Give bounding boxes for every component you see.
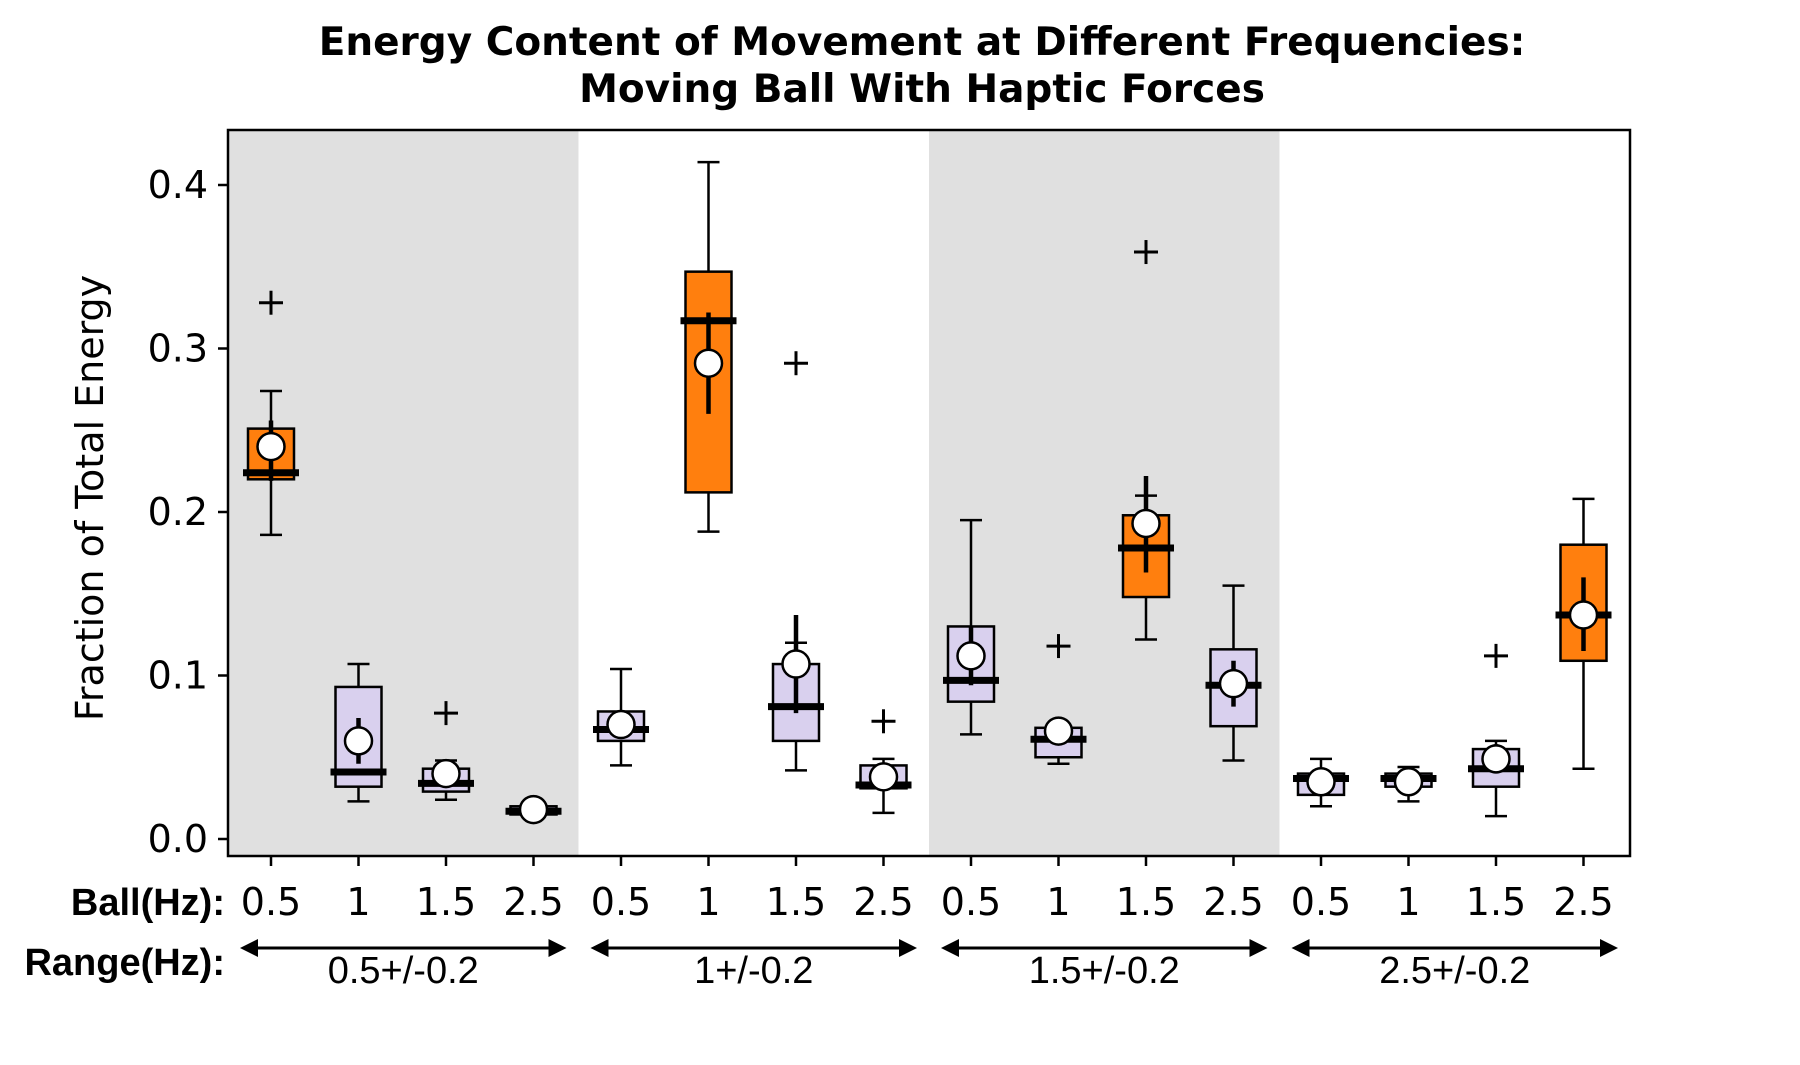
range-label: 1.5+/-0.2 [1029, 950, 1180, 992]
box-15 [1555, 497, 1612, 770]
outlier-marker [1484, 643, 1508, 668]
box-10 [1118, 240, 1174, 641]
arrow-head-right [548, 939, 567, 957]
ball-tick-label: 2.5 [1203, 880, 1263, 924]
ball-tick-label: 1 [1046, 880, 1070, 924]
range-label: 0.5+/-0.2 [328, 950, 479, 992]
arrow-head-right [899, 939, 917, 957]
y-axis-label: Fraction of Total Energy [68, 275, 112, 721]
mean-marker [431, 758, 461, 789]
box-11 [1205, 584, 1262, 762]
ball-tick-label: 1.5 [416, 880, 476, 924]
box-1 [330, 662, 387, 803]
mean-marker [693, 348, 724, 378]
range-arrow-3 [1291, 939, 1618, 957]
ball-tick-label: 1 [1396, 880, 1420, 924]
box-8 [943, 518, 999, 736]
x-axis: 0.5 1 1.5 2.5 0.5 1 1.5 2.5 0.5 1 1.5 2.5 0.5 1 1.5 2.5 [241, 856, 1614, 924]
mean-marker [606, 709, 636, 740]
arrow-head-left [1291, 939, 1310, 957]
range-label: 1+/-0.2 [694, 950, 813, 992]
mean-marker [1218, 668, 1249, 699]
ball-tick-label: 2.5 [1553, 880, 1613, 924]
box-3 [505, 794, 562, 825]
mean-marker [1393, 767, 1424, 797]
y-tick-label: 0.4 [148, 163, 208, 207]
box-0 [243, 290, 299, 537]
mean-marker [1043, 716, 1074, 746]
outlier-marker [1134, 240, 1158, 265]
box-13 [1380, 765, 1437, 803]
outlier-marker [259, 290, 283, 315]
ball-tick-label: 1 [696, 880, 720, 924]
mean-marker [256, 431, 286, 462]
box-7 [855, 709, 912, 815]
outlier-marker [784, 351, 808, 376]
range-row-label: Range(Hz): [24, 942, 225, 984]
mean-marker [1131, 508, 1161, 539]
range-label: 2.5+/-0.2 [1379, 950, 1530, 992]
arrow-head-left [941, 939, 959, 957]
mean-marker [1481, 744, 1511, 774]
plot-frame [226, 128, 1632, 858]
box-9 [1030, 634, 1087, 766]
ball-tick-label: 0.5 [1291, 880, 1351, 924]
mean-marker [518, 794, 549, 825]
outlier-marker [434, 701, 458, 726]
ball-tick-label: 0.5 [241, 880, 301, 924]
arrow-head-right [1249, 939, 1268, 957]
y-tick-label: 0.0 [148, 817, 208, 861]
arrow-head-left [240, 939, 258, 957]
ball-tick-label: 0.5 [591, 880, 651, 924]
range-arrow-0 [240, 939, 567, 957]
mean-marker [1568, 600, 1599, 630]
range-arrow-2 [941, 939, 1268, 957]
y-tick-label: 0.2 [148, 490, 208, 534]
chart-title-line-2: Moving Ball With Haptic Forces [579, 67, 1265, 112]
y-axis: 0.0 0.1 0.2 0.3 0.4 [148, 163, 228, 861]
ball-tick-label: 1 [346, 880, 370, 924]
mean-marker [956, 641, 986, 671]
box-12 [1293, 757, 1349, 808]
ball-tick-label: 1.5 [766, 880, 826, 924]
y-tick-label: 0.3 [148, 327, 208, 371]
y-tick-label: 0.1 [148, 654, 208, 698]
mean-marker [343, 726, 374, 756]
box-14 [1468, 643, 1524, 818]
box-2 [418, 701, 474, 802]
mean-marker [1306, 767, 1336, 797]
arrow-head-left [590, 939, 609, 957]
chart-title-line-1: Energy Content of Movement at Different … [319, 20, 1526, 65]
range-arrow-1 [590, 939, 917, 957]
ball-tick-label: 2.5 [503, 880, 563, 924]
outlier-marker [1046, 634, 1071, 659]
ball-tick-label: 2.5 [853, 880, 913, 924]
mean-marker [781, 649, 811, 679]
ball-tick-label: 1.5 [1116, 880, 1176, 924]
mean-marker [868, 762, 899, 792]
box-4 [593, 667, 649, 767]
ball-tick-label: 1.5 [1466, 880, 1526, 924]
ball-row-label: Ball(Hz): [71, 882, 225, 924]
box-6 [768, 351, 824, 772]
outlier-marker [871, 709, 896, 734]
box-5 [680, 160, 737, 533]
boxes [243, 160, 1612, 825]
range-annotations: 0.5+/-0.2 1+/-0.2 1.5+/-0.2 2.5+/-0.2 [240, 939, 1618, 992]
arrow-head-right [1600, 939, 1618, 957]
shaded-bands [228, 130, 1280, 856]
group-band-0 [228, 130, 579, 856]
group-band-2 [929, 130, 1280, 856]
ball-tick-label: 0.5 [941, 880, 1001, 924]
